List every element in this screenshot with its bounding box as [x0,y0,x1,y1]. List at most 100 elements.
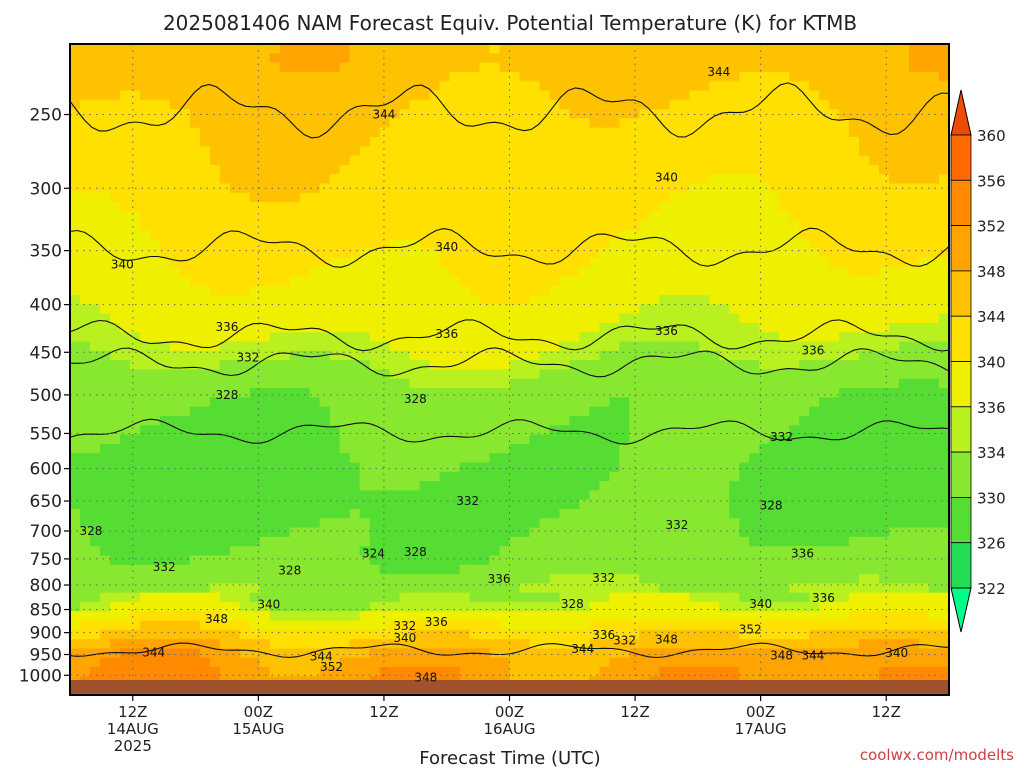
field-cell [109,332,121,343]
field-cell [849,350,860,361]
field-cell [469,202,481,212]
field-cell [369,555,381,566]
field-cell [909,44,920,54]
field-cell [629,295,640,305]
field-cell [489,481,501,491]
field-cell [849,295,860,305]
field-cell [839,453,850,464]
field-cell [119,555,131,566]
field-cell [749,397,760,408]
field-cell [649,155,660,166]
field-cell [759,509,770,519]
field-cell [649,406,660,417]
field-cell [839,323,850,333]
field-cell [359,509,371,519]
field-cell [359,267,371,278]
field-cell [889,127,900,138]
field-cell [339,546,351,557]
field-cell [909,146,920,157]
field-cell [429,332,441,343]
field-cell [489,155,501,166]
field-cell [659,350,670,361]
field-cell [489,443,501,454]
field-cell [719,518,730,529]
field-cell [229,90,241,101]
field-cell [249,518,261,529]
field-cell [199,239,211,250]
field-cell [639,518,650,529]
field-cell [829,416,840,426]
field-cell [899,397,910,408]
field-cell [389,202,401,212]
field-cell [449,230,461,240]
field-cell [679,360,690,371]
field-cell [89,285,101,296]
field-cell [819,341,830,352]
field-cell [649,536,660,547]
field-cell [139,323,151,333]
field-cell [409,360,421,371]
field-cell [469,341,481,352]
field-cell [299,53,311,64]
field-cell [129,323,141,333]
field-cell [619,220,630,231]
field-cell [799,276,810,287]
field-cell [619,267,630,278]
field-cell [569,425,581,436]
field-cell [709,546,720,557]
field-cell [579,471,591,482]
field-cell [669,248,680,259]
field-cell [129,378,141,389]
field-cell [239,146,251,157]
field-cell [789,304,800,315]
field-cell [189,174,201,185]
field-cell [149,230,161,240]
field-cell [829,360,840,371]
field-cell [239,174,251,185]
field-cell [789,443,800,454]
field-cell [159,90,171,101]
field-cell [439,53,451,64]
field-cell [179,425,191,436]
field-cell [509,202,521,212]
field-cell [79,564,91,575]
field-cell [149,406,161,417]
field-cell [829,90,840,101]
field-cell [469,406,481,417]
field-cell [799,99,810,110]
field-cell [559,518,571,529]
field-cell [309,369,321,380]
field-cell [729,99,740,110]
field-cell [409,220,421,231]
field-cell [749,341,760,352]
field-cell [529,360,541,371]
field-cell [509,332,521,343]
field-cell [769,518,780,529]
field-cell [909,127,920,138]
field-cell [319,295,331,305]
field-cell [799,53,810,64]
field-cell [219,378,231,389]
field-cell [389,443,401,454]
field-cell [569,332,581,343]
field-cell [739,555,750,566]
field-cell [159,81,171,92]
field-cell [109,546,121,557]
field-cell [549,285,561,296]
field-cell [309,564,321,575]
field-cell [309,81,321,92]
field-cell [419,341,431,352]
field-cell [119,155,131,166]
field-cell [879,183,890,194]
field-cell [809,350,820,361]
field-cell [689,99,700,110]
field-cell [639,192,650,203]
field-cell [729,155,740,166]
field-cell [179,137,191,147]
field-cell [259,230,271,240]
field-cell [70,155,81,166]
field-cell [339,341,351,352]
field-cell [219,509,231,519]
field-cell [439,81,451,92]
field-cell [149,71,161,82]
